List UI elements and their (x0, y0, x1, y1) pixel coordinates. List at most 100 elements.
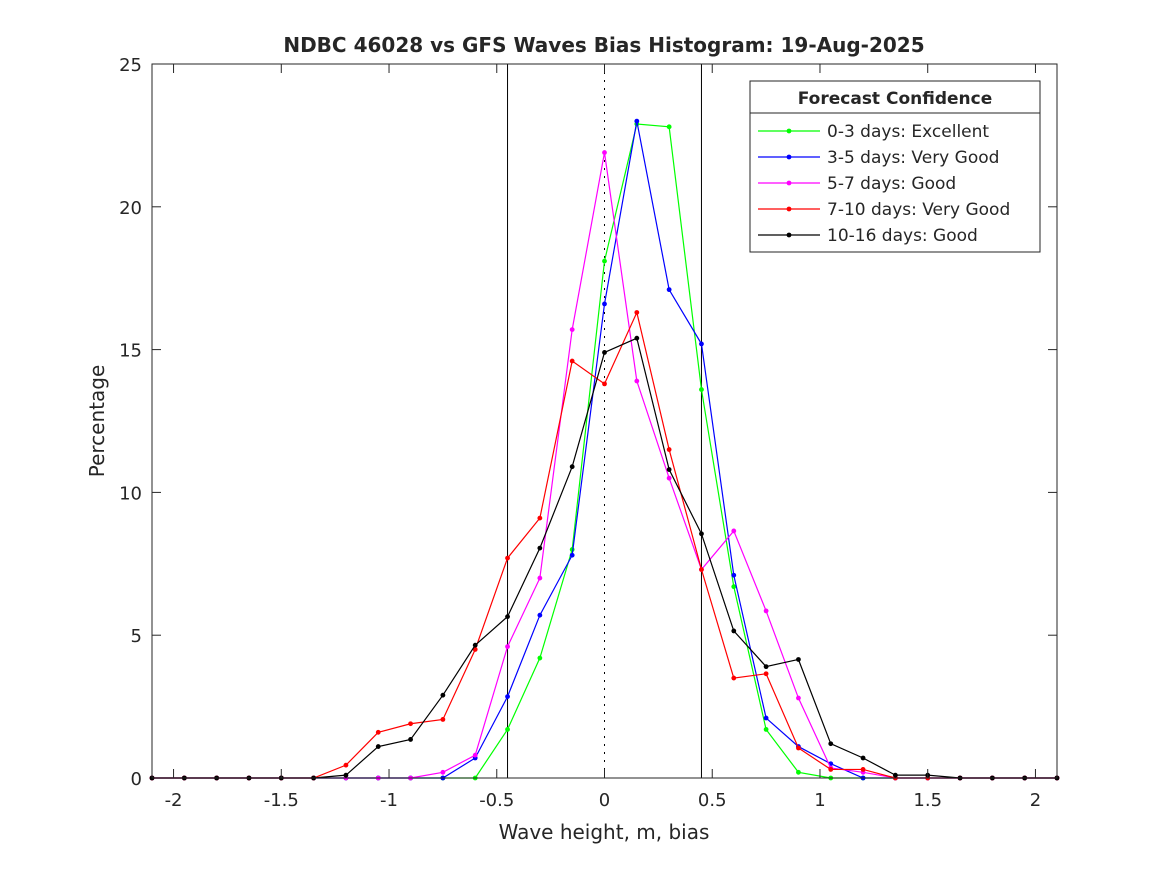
data-point (537, 575, 543, 581)
x-tick-label: 2 (1030, 790, 1041, 811)
data-point (505, 644, 510, 650)
data-point (892, 772, 898, 778)
legend-swatch-marker (786, 232, 792, 238)
x-tick-label: -1.5 (264, 790, 299, 811)
data-point (699, 531, 704, 537)
data-point (763, 671, 769, 677)
data-point (537, 612, 543, 618)
x-tick-label: -2 (165, 790, 183, 811)
x-tick-label: -0.5 (479, 790, 514, 811)
data-point (602, 258, 607, 264)
legend-box (749, 80, 1041, 253)
data-point (375, 744, 381, 749)
legend-title: Forecast Confidence (798, 89, 993, 109)
data-point (731, 628, 737, 634)
x-tick-label: 1.5 (913, 790, 942, 811)
data-point (666, 475, 672, 481)
data-point (634, 118, 640, 124)
x-axis-ticks: -2 -1.5 -1 -0.5 0 0.5 1 1.5 2 (165, 64, 1041, 811)
data-point (408, 721, 413, 727)
data-point (505, 555, 510, 561)
data-point (472, 647, 478, 652)
data-point (440, 692, 446, 698)
data-point (602, 301, 607, 307)
data-point (472, 642, 478, 648)
data-point (505, 694, 510, 700)
data-point (731, 572, 737, 578)
data-point (634, 378, 640, 384)
data-point (343, 762, 349, 768)
legend-item: 0-3 days: Excellent (758, 122, 989, 142)
y-axis-label: Percentage (85, 365, 109, 478)
data-point (569, 358, 575, 364)
y-tick-label: 5 (131, 626, 142, 647)
legend-item: 5-7 days: Good (758, 174, 956, 194)
data-point (602, 381, 607, 387)
y-tick-label: 20 (119, 198, 142, 219)
data-point (569, 464, 575, 470)
x-axis-label: Wave height, m, bias (499, 820, 710, 844)
data-point (699, 341, 704, 347)
data-point (666, 467, 672, 472)
data-point (440, 769, 446, 775)
data-point (763, 727, 769, 732)
legend-label: 7-10 days: Very Good (827, 200, 1010, 220)
data-point (505, 727, 510, 732)
legend-item: 3-5 days: Very Good (758, 148, 999, 168)
data-point (860, 767, 866, 772)
data-point (505, 614, 510, 620)
data-point (569, 327, 575, 333)
x-tick-label: 1 (814, 790, 825, 811)
y-axis-ticks: 0 5 10 15 20 25 (119, 55, 1057, 790)
data-point (537, 515, 543, 521)
legend-item: 10-16 days: Good (758, 226, 978, 246)
data-point (763, 608, 769, 614)
legend-label: 5-7 days: Good (827, 174, 956, 194)
reference-lines (507, 64, 702, 778)
data-point (666, 124, 672, 130)
data-point (634, 310, 640, 315)
data-point (763, 715, 769, 721)
data-point (796, 745, 801, 751)
legend: Forecast Confidence 0-3 days: Excellent 3… (749, 80, 1041, 253)
x-tick-label: 0 (599, 790, 610, 811)
y-tick-label: 15 (119, 341, 142, 362)
legend-swatch-marker (786, 206, 792, 212)
data-point (860, 755, 866, 761)
data-point (666, 447, 672, 452)
data-point (796, 657, 801, 662)
y-tick-label: 25 (119, 55, 142, 76)
data-point (796, 695, 801, 701)
legend-items: 0-3 days: Excellent 3-5 days: Very Good 5-… (758, 122, 1010, 246)
data-point (375, 729, 381, 735)
data-point (408, 737, 413, 742)
data-point (440, 717, 446, 722)
data-point (699, 567, 704, 572)
data-point (472, 752, 478, 758)
legend-item: 7-10 days: Very Good (758, 200, 1010, 220)
data-point (763, 664, 769, 670)
legend-swatch-marker (786, 180, 792, 186)
data-point (343, 772, 349, 778)
data-point (537, 655, 543, 661)
data-point (602, 150, 607, 155)
x-tick-label: 0.5 (698, 790, 727, 811)
data-point (731, 675, 737, 681)
data-point (699, 387, 704, 392)
data-point (731, 584, 737, 590)
legend-swatch-marker (786, 128, 792, 134)
legend-label: 3-5 days: Very Good (827, 148, 999, 168)
x-tick-label: -1 (380, 790, 398, 811)
data-point (537, 545, 543, 551)
legend-label: 10-16 days: Good (827, 226, 978, 246)
y-tick-label: 10 (119, 483, 142, 504)
data-point (731, 528, 737, 534)
data-point (666, 287, 672, 293)
y-tick-label: 0 (131, 769, 142, 790)
legend-swatch-marker (786, 154, 792, 160)
data-point (828, 741, 834, 747)
data-point (602, 350, 607, 355)
data-point (634, 335, 640, 341)
data-point (796, 769, 801, 775)
